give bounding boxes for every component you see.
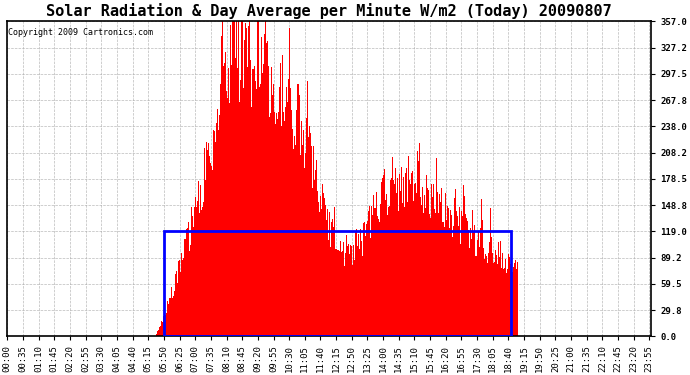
Title: Solar Radiation & Day Average per Minute W/m2 (Today) 20090807: Solar Radiation & Day Average per Minute… xyxy=(46,3,612,19)
Text: Copyright 2009 Cartronics.com: Copyright 2009 Cartronics.com xyxy=(8,28,153,37)
Bar xyxy=(164,231,511,336)
